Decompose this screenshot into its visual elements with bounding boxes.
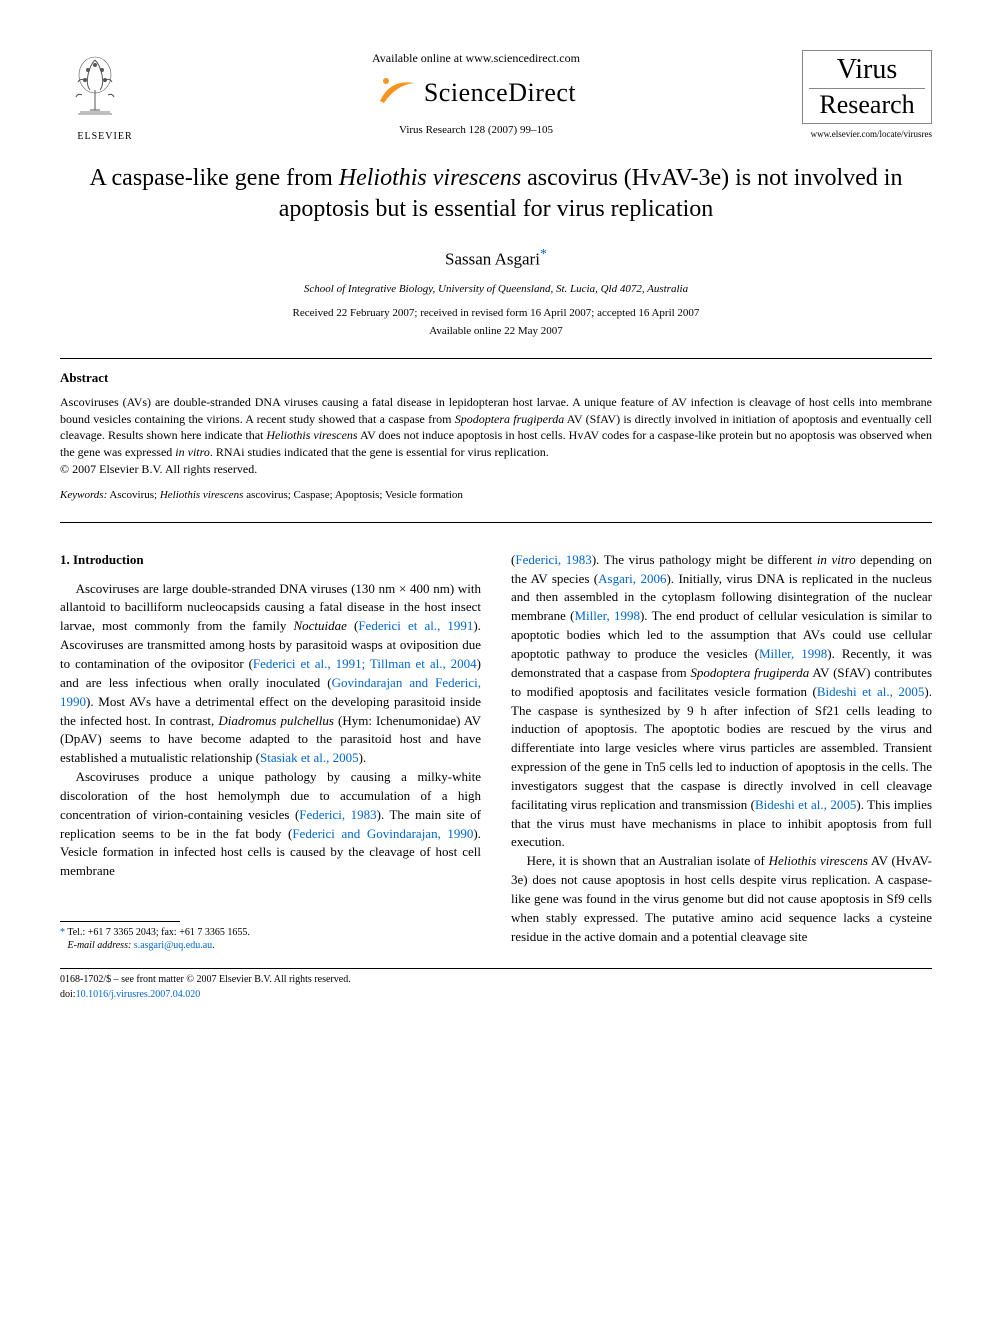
citation-link[interactable]: Federici, 1983 — [299, 807, 376, 822]
body-italic: Noctuidae — [293, 618, 346, 633]
paragraph: (Federici, 1983). The virus pathology mi… — [511, 551, 932, 853]
body-text: ( — [347, 618, 358, 633]
citation-link[interactable]: Federici, 1983 — [515, 552, 591, 567]
doi-line: doi:10.1016/j.virusres.2007.04.020 — [60, 988, 932, 1003]
abstract-heading: Abstract — [60, 369, 932, 388]
sciencedirect-swoosh-icon — [376, 71, 418, 113]
footnote-email[interactable]: s.asgari@uq.edu.au — [131, 940, 212, 951]
dates-line1: Received 22 February 2007; received in r… — [60, 306, 932, 322]
abstract-italic: in vitro — [175, 445, 210, 459]
citation-link[interactable]: Federici et al., 1991 — [358, 618, 473, 633]
header-row: ELSEVIER Available online at www.science… — [60, 50, 932, 145]
footnote-correspondence: * Tel.: +61 7 3365 2043; fax: +61 7 3365… — [60, 926, 481, 939]
footnote-email-end: . — [212, 940, 215, 951]
keywords-italic: Heliothis virescens — [160, 489, 244, 501]
keywords-text: Ascovirus; — [107, 489, 160, 501]
body-italic: Diadromus pulchellus — [218, 713, 334, 728]
publisher-logo-block: ELSEVIER — [60, 50, 150, 145]
keywords-label: Keywords: — [60, 489, 107, 501]
abstract-text: . RNAi studies indicated that the gene i… — [210, 445, 549, 459]
body-text: ). The virus pathology might be differen… — [592, 552, 817, 567]
body-italic: Spodoptera frugiperda — [690, 665, 809, 680]
citation-text: Virus Research 128 (2007) 99–105 — [150, 123, 802, 139]
right-column: (Federici, 1983). The virus pathology mi… — [511, 551, 932, 952]
publisher-name: ELSEVIER — [60, 130, 150, 145]
title-italic: Heliothis virescens — [339, 165, 521, 191]
abstract-italic: Heliothis virescens — [266, 428, 357, 442]
citation-link[interactable]: Miller, 1998 — [574, 608, 640, 623]
abstract-body: Ascoviruses (AVs) are double-stranded DN… — [60, 394, 932, 461]
two-column-body: 1. Introduction Ascoviruses are large do… — [60, 551, 932, 952]
issn-line: 0168-1702/$ – see front matter © 2007 El… — [60, 973, 932, 988]
affiliation: School of Integrative Biology, Universit… — [60, 282, 932, 298]
citation-link[interactable]: Federici et al., 1991; Tillman et al., 2… — [253, 656, 477, 671]
corresponding-star[interactable]: * — [540, 247, 547, 262]
elsevier-tree-icon — [60, 50, 130, 130]
abstract-copyright: © 2007 Elsevier B.V. All rights reserved… — [60, 461, 932, 478]
citation-link[interactable]: Miller, 1998 — [759, 646, 827, 661]
footnote-tel: Tel.: +61 7 3365 2043; fax: +61 7 3365 1… — [65, 927, 250, 938]
journal-logo-block: Virus Research www.elsevier.com/locate/v… — [802, 50, 932, 141]
sciencedirect-logo: ScienceDirect — [150, 71, 802, 113]
body-italic: in vitro — [817, 552, 856, 567]
available-online-text: Available online at www.sciencedirect.co… — [150, 50, 802, 67]
journal-url: www.elsevier.com/locate/virusres — [802, 128, 932, 141]
citation-link[interactable]: Stasiak et al., 2005 — [260, 750, 359, 765]
article-title: A caspase-like gene from Heliothis vires… — [60, 163, 932, 225]
section-heading: 1. Introduction — [60, 551, 481, 570]
paragraph: Ascoviruses are large double-stranded DN… — [60, 580, 481, 768]
journal-title-line2: Research — [809, 91, 925, 120]
citation-link[interactable]: Federici and Govindarajan, 1990 — [292, 826, 473, 841]
abstract-italic: Spodoptera frugiperda — [455, 412, 564, 426]
paragraph: Ascoviruses produce a unique pathology b… — [60, 768, 481, 881]
keywords-text2: ascovirus; Caspase; Apoptosis; Vesicle f… — [243, 489, 462, 501]
journal-title-line1: Virus — [809, 55, 925, 89]
footnote-email-line: E-mail address: s.asgari@uq.edu.au. — [60, 939, 481, 952]
sciencedirect-text: ScienceDirect — [424, 74, 576, 112]
doi-link[interactable]: 10.1016/j.virusres.2007.04.020 — [76, 989, 201, 1000]
author-name: Sassan Asgari — [445, 250, 540, 269]
dates-line2: Available online 22 May 2007 — [60, 324, 932, 340]
citation-link[interactable]: Bideshi et al., 2005 — [817, 684, 925, 699]
footnote-rule — [60, 921, 180, 922]
citation-link[interactable]: Bideshi et al., 2005 — [755, 797, 856, 812]
title-part1: A caspase-like gene from — [90, 165, 339, 191]
body-text: ). The caspase is synthesized by 9 h aft… — [511, 684, 932, 812]
header-center: Available online at www.sciencedirect.co… — [150, 50, 802, 139]
bottom-rule — [60, 968, 932, 969]
author-line: Sassan Asgari* — [60, 245, 932, 272]
abstract-top-rule — [60, 358, 932, 359]
body-text: Here, it is shown that an Australian iso… — [527, 853, 769, 868]
body-text: ). — [359, 750, 367, 765]
left-column: 1. Introduction Ascoviruses are large do… — [60, 551, 481, 952]
body-italic: Heliothis virescens — [769, 853, 868, 868]
footnote-email-label: E-mail address: — [68, 940, 132, 951]
paragraph: Here, it is shown that an Australian iso… — [511, 852, 932, 946]
citation-link[interactable]: Asgari, 2006 — [598, 571, 666, 586]
abstract-bottom-rule — [60, 522, 932, 523]
keywords-line: Keywords: Ascovirus; Heliothis virescens… — [60, 488, 932, 504]
